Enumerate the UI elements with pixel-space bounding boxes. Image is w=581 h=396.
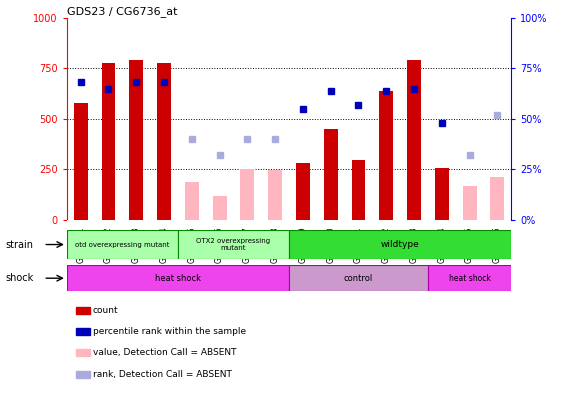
Bar xyxy=(407,60,421,220)
Bar xyxy=(490,177,504,220)
Bar xyxy=(213,196,227,220)
Text: rank, Detection Call = ABSENT: rank, Detection Call = ABSENT xyxy=(93,370,232,379)
Text: heat shock: heat shock xyxy=(449,274,490,283)
Bar xyxy=(185,183,199,220)
Bar xyxy=(352,160,365,220)
Bar xyxy=(296,163,310,220)
Text: heat shock: heat shock xyxy=(155,274,201,283)
Bar xyxy=(157,63,171,220)
Bar xyxy=(130,60,143,220)
Bar xyxy=(76,307,89,314)
Text: control: control xyxy=(344,274,373,283)
Text: strain: strain xyxy=(6,240,34,249)
Bar xyxy=(241,169,254,220)
Text: OTX2 overexpressing
mutant: OTX2 overexpressing mutant xyxy=(196,238,271,251)
Text: shock: shock xyxy=(6,273,34,283)
Bar xyxy=(76,349,89,356)
Text: count: count xyxy=(93,306,119,315)
Bar xyxy=(289,265,428,291)
Bar xyxy=(435,168,449,220)
Text: percentile rank within the sample: percentile rank within the sample xyxy=(93,327,246,336)
Bar xyxy=(428,265,511,291)
Bar xyxy=(324,129,338,220)
Bar xyxy=(76,371,89,377)
Bar xyxy=(74,103,88,220)
Bar xyxy=(268,170,282,220)
Text: GDS23 / CG6736_at: GDS23 / CG6736_at xyxy=(67,6,177,17)
Bar xyxy=(289,230,511,259)
Bar xyxy=(67,230,178,259)
Bar xyxy=(67,265,289,291)
Bar xyxy=(102,63,116,220)
Bar xyxy=(462,187,476,220)
Bar xyxy=(178,230,289,259)
Text: wildtype: wildtype xyxy=(381,240,419,249)
Text: value, Detection Call = ABSENT: value, Detection Call = ABSENT xyxy=(93,348,236,357)
Bar xyxy=(76,328,89,335)
Bar xyxy=(379,91,393,220)
Text: otd overexpressing mutant: otd overexpressing mutant xyxy=(75,242,170,248)
